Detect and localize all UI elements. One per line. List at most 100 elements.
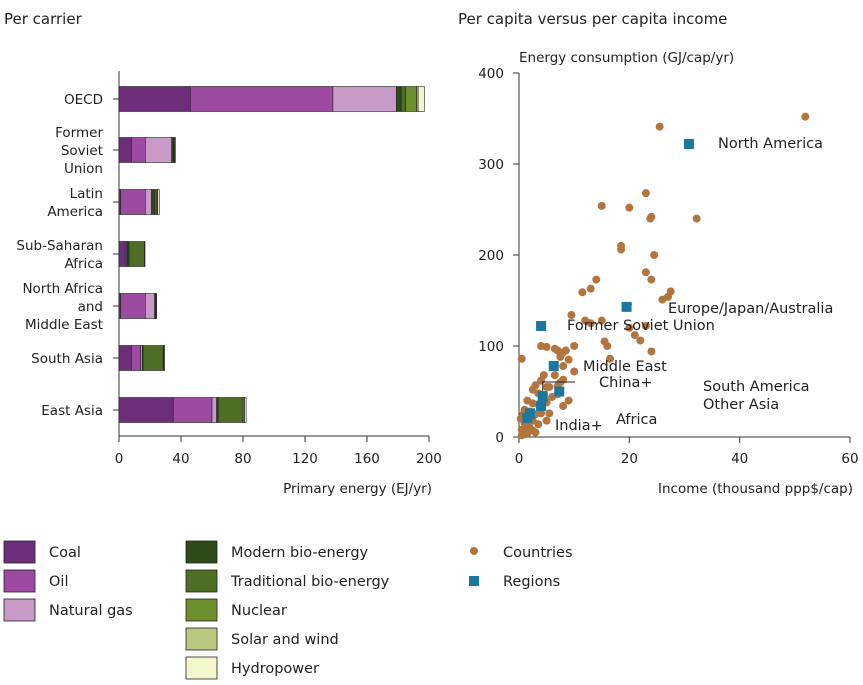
bar-category-label-line: South Asia: [31, 351, 103, 367]
country-point: [630, 331, 639, 340]
bar-x-tick-label: 120: [292, 451, 318, 467]
bar-category-label: North Africa and Middle East: [22, 281, 103, 333]
country-point: [559, 362, 568, 371]
scatter-y-tick-label: 300: [478, 157, 504, 173]
scatter-x-tick-label: 40: [731, 451, 748, 467]
legend-swatch-hydro: [185, 656, 218, 680]
region-label: India+: [555, 418, 603, 434]
country-point: [646, 214, 655, 223]
bar-segment-modern-bio: [396, 86, 402, 112]
legend-swatch-modern-bio: [185, 540, 218, 564]
bar-segment-natural-gas: [145, 293, 155, 319]
bar-category-label-line: Sub-Saharan: [16, 238, 103, 254]
bar-category-label-line: OECD: [64, 92, 103, 108]
bar-category-label: East Asia: [41, 403, 103, 419]
bar-segment-hydro: [244, 397, 247, 423]
bar-segment-traditional-bio: [400, 86, 407, 112]
region-label: Africa: [616, 412, 657, 428]
bar-x-tick-label: 0: [115, 451, 124, 467]
legend-label: Solar and wind: [231, 632, 339, 648]
bar-category-label: Former Soviet Union: [55, 125, 103, 177]
country-point: [650, 251, 659, 259]
legend-label: Countries: [503, 545, 573, 561]
bar-category-label-line: Africa: [64, 256, 103, 272]
region-label: Europe/Japan/Australia: [668, 301, 833, 317]
scatter-x-tick-label: 60: [841, 451, 858, 467]
country-point: [545, 382, 554, 391]
country-point: [537, 409, 546, 418]
country-point: [564, 396, 573, 405]
country-point: [647, 275, 656, 284]
bar-segment-traditional-bio: [142, 345, 164, 371]
country-point: [641, 268, 650, 277]
legend-label: Coal: [49, 545, 81, 561]
bar-chart-title: Per carrier: [4, 10, 83, 28]
bar-segment-coal: [118, 137, 132, 163]
bar-segment-natural-gas: [332, 86, 397, 112]
bar-category-label-line: and: [78, 299, 103, 315]
bar-segment-oil: [120, 189, 146, 215]
bar-category-label-line: Middle East: [25, 317, 103, 333]
country-point: [801, 112, 810, 121]
country-point: [521, 430, 530, 439]
region-point: [554, 386, 565, 397]
bar-segment-coal: [118, 397, 174, 423]
country-point: [542, 416, 551, 425]
legend-label: Hydropower: [231, 661, 319, 677]
region-label: Former Soviet Union: [567, 318, 715, 334]
country-point: [556, 352, 565, 361]
legend-swatch-traditional-bio: [185, 569, 218, 593]
bar-segment-hydro: [174, 137, 176, 163]
scatter-y-axis-label: Energy consumption (GJ/cap/yr): [519, 50, 734, 66]
country-point: [545, 409, 554, 418]
region-label: Other Asia: [703, 397, 779, 413]
legend-label: Traditional bio-energy: [230, 574, 390, 590]
legend: Coal Oil Natural gas Modern bio-energy Tradi…: [3, 540, 573, 680]
country-point: [531, 428, 540, 437]
region-label: South America: [703, 379, 810, 395]
legend-label: Nuclear: [231, 603, 287, 619]
region-point: [548, 361, 559, 372]
region-label: China+: [599, 375, 653, 391]
country-point: [641, 189, 650, 198]
bar-category-label-line: America: [47, 204, 103, 220]
country-point: [647, 347, 656, 356]
bar-x-tick-label: 40: [172, 451, 189, 467]
bar-segment-hydro: [163, 345, 166, 371]
bar-segment-coal: [118, 345, 132, 371]
bar-x-tick-label: 160: [354, 451, 380, 467]
country-point: [655, 122, 664, 131]
country-point: [564, 355, 573, 364]
region-point: [536, 401, 547, 412]
bar-segment-coal: [118, 241, 126, 267]
scatter-chart-title: Per capita versus per capita income: [458, 10, 727, 28]
bar-segment-oil: [131, 345, 141, 371]
country-point: [603, 342, 612, 350]
country-point: [567, 311, 576, 320]
country-point: [534, 420, 543, 429]
country-point: [617, 245, 626, 254]
legend-countries-marker: [470, 547, 478, 555]
legend-label: Natural gas: [49, 603, 133, 619]
scatter-x-tick-label: 20: [621, 451, 638, 467]
legend-swatch-nuclear: [185, 598, 218, 622]
region-point: [621, 301, 632, 312]
region-label: Middle East: [583, 359, 667, 375]
bar-segment-hydro: [417, 86, 425, 112]
bar-segment-traditional-bio: [154, 189, 158, 215]
region-point: [683, 138, 694, 149]
legend-label: Modern bio-energy: [231, 545, 369, 561]
bar-segment-oil: [131, 137, 146, 163]
scatter-x-tick-label: 0: [515, 451, 524, 467]
bar-segment-traditional-bio: [217, 397, 244, 423]
bar-category-label: Sub-Saharan Africa: [16, 238, 103, 272]
bar-category-label: OECD: [64, 92, 103, 108]
scatter-y-tick-label: 200: [478, 248, 504, 264]
country-point: [625, 203, 634, 212]
bar-segment-oil: [190, 86, 334, 112]
bar-x-tick-label: 80: [234, 451, 251, 467]
legend-regions-marker: [469, 576, 479, 586]
scatter-y-tick-label: 0: [495, 430, 504, 446]
country-point: [597, 316, 606, 325]
